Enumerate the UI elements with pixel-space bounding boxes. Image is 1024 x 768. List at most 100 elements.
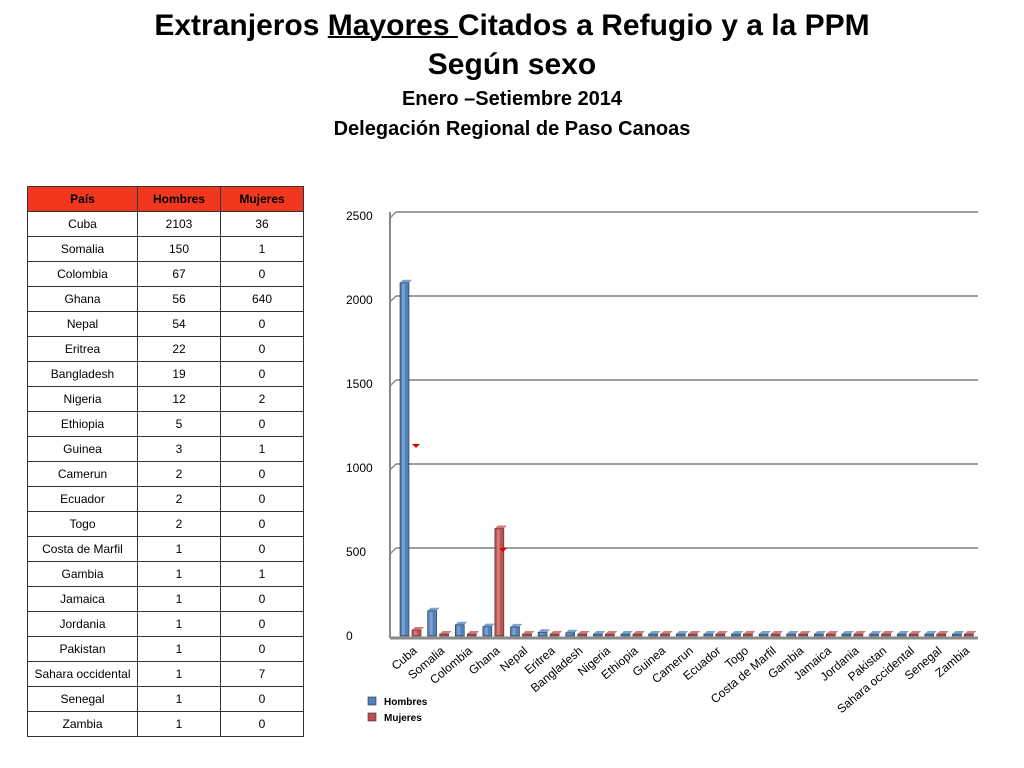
bar-hombres xyxy=(454,621,468,637)
header-hombres: Hombres xyxy=(137,186,221,212)
hombres-cell: 19 xyxy=(137,361,221,387)
mujeres-cell: 0 xyxy=(220,361,304,387)
bar-hombres xyxy=(841,631,854,637)
mujeres-cell: 0 xyxy=(220,636,304,662)
country-cell: Bangladesh xyxy=(27,361,138,387)
table-row: Nepal 54 0 xyxy=(27,311,304,337)
bar-hombres xyxy=(482,623,495,637)
chart-legend: Hombres Mujeres xyxy=(367,696,428,724)
country-cell: Togo xyxy=(27,511,138,537)
bar-mujeres xyxy=(632,631,645,637)
y-tick-label: 1500 xyxy=(346,377,373,391)
title-line-1: Extranjeros Mayores Citados a Refugio y … xyxy=(0,6,1024,46)
table-row: Ecuador 2 0 xyxy=(27,486,304,512)
table-row: Togo 2 0 xyxy=(27,511,304,537)
marker-icon xyxy=(499,548,507,552)
country-cell: Cuba xyxy=(27,211,138,237)
hombres-cell: 54 xyxy=(137,311,221,337)
bar-mujeres xyxy=(743,631,756,637)
bar-hombres xyxy=(675,631,689,637)
bar-hombres xyxy=(593,630,606,637)
bar-hombres xyxy=(620,631,633,637)
country-cell: Senegal xyxy=(27,686,138,712)
country-cell: Sahara occidental xyxy=(27,661,138,687)
bar-mujeres xyxy=(715,631,728,637)
mujeres-cell: 1 xyxy=(220,436,304,462)
table-row: Cuba 2103 36 xyxy=(27,211,304,237)
country-cell: Costa de Marfil xyxy=(27,536,138,562)
hombres-cell: 1 xyxy=(137,661,221,687)
y-tick-label: 2500 xyxy=(346,209,373,223)
mujeres-cell: 0 xyxy=(220,711,304,737)
gridline-corner xyxy=(389,547,397,555)
bar-mujeres xyxy=(605,631,618,637)
bar-hombres xyxy=(565,629,578,637)
bar-mujeres xyxy=(908,631,922,637)
table-row: Sahara occidental 1 7 xyxy=(27,661,304,687)
mujeres-cell: 0 xyxy=(220,486,304,512)
mujeres-cell: 0 xyxy=(220,511,304,537)
mujeres-cell: 2 xyxy=(220,386,304,412)
table-row: Jordania 1 0 xyxy=(27,611,304,637)
mujeres-cell: 0 xyxy=(220,536,304,562)
title-line-2: Según sexo xyxy=(427,48,597,81)
bar-hombres xyxy=(399,279,412,637)
mujeres-cell: 1 xyxy=(220,236,304,262)
country-cell: Pakistan xyxy=(27,636,138,662)
bar-mujeres xyxy=(660,631,673,637)
hombres-cell: 12 xyxy=(137,386,221,412)
bar-hombres xyxy=(813,631,827,637)
hombres-cell: 5 xyxy=(137,411,221,437)
hombres-cell: 1 xyxy=(137,586,221,612)
y-tick-label: 500 xyxy=(346,545,366,559)
bar-mujeres xyxy=(936,631,949,637)
bar-mujeres xyxy=(411,626,424,637)
mujeres-cell: 0 xyxy=(220,686,304,712)
bar-hombres xyxy=(924,631,937,637)
table-row: Eritrea 22 0 xyxy=(27,336,304,362)
hombres-cell: 1 xyxy=(137,536,221,562)
data-table: País Hombres Mujeres Cuba 2103 36 Somalia 15… xyxy=(27,186,304,737)
mujeres-cell: 36 xyxy=(220,211,304,237)
bar-chart: 0 500 1000 1500 2000 2500 CubaSomaliaColombia… xyxy=(346,209,978,724)
mujeres-cell: 0 xyxy=(220,611,304,637)
mujeres-cell: 7 xyxy=(220,661,304,687)
bar-mujeres xyxy=(439,631,452,637)
country-cell: Guinea xyxy=(27,436,138,462)
x-category-label: Ghana xyxy=(466,643,503,677)
gridline-corner xyxy=(389,211,397,219)
mujeres-cell: 640 xyxy=(220,286,304,312)
table-row: Nigeria 12 2 xyxy=(27,386,304,412)
country-cell: Zambia xyxy=(27,711,138,737)
plot-area xyxy=(390,216,978,636)
bar-mujeres xyxy=(881,631,894,637)
mujeres-cell: 0 xyxy=(220,461,304,487)
table-row: Zambia 1 0 xyxy=(27,711,304,737)
table-row: Senegal 1 0 xyxy=(27,686,304,712)
gridline-corner xyxy=(389,379,397,387)
country-cell: Nigeria xyxy=(27,386,138,412)
y-tick-label: 2000 xyxy=(346,293,373,307)
bar-hombres xyxy=(758,631,772,637)
bar-hombres xyxy=(703,631,716,637)
bar-mujeres xyxy=(466,631,480,637)
table-row: Colombia 67 0 xyxy=(27,261,304,287)
hombres-cell: 67 xyxy=(137,261,221,287)
bar-hombres xyxy=(731,631,744,637)
hombres-cell: 2 xyxy=(137,486,221,512)
country-cell: Eritrea xyxy=(27,336,138,362)
mujeres-cell: 0 xyxy=(220,311,304,337)
hombres-cell: 1 xyxy=(137,711,221,737)
mujeres-cell: 0 xyxy=(220,586,304,612)
country-cell: Ethiopia xyxy=(27,411,138,437)
table-row: Costa de Marfil 1 0 xyxy=(27,536,304,562)
table-row: Ethiopia 5 0 xyxy=(27,411,304,437)
country-cell: Ecuador xyxy=(27,486,138,512)
header-mujeres: Mujeres xyxy=(220,186,304,212)
hombres-cell: 1 xyxy=(137,636,221,662)
legend-label: Mujeres xyxy=(384,713,422,724)
table-row: Jamaica 1 0 xyxy=(27,586,304,612)
mujeres-cell: 0 xyxy=(220,261,304,287)
y-tick-label: 1000 xyxy=(346,461,373,475)
mujeres-cell: 1 xyxy=(220,561,304,587)
